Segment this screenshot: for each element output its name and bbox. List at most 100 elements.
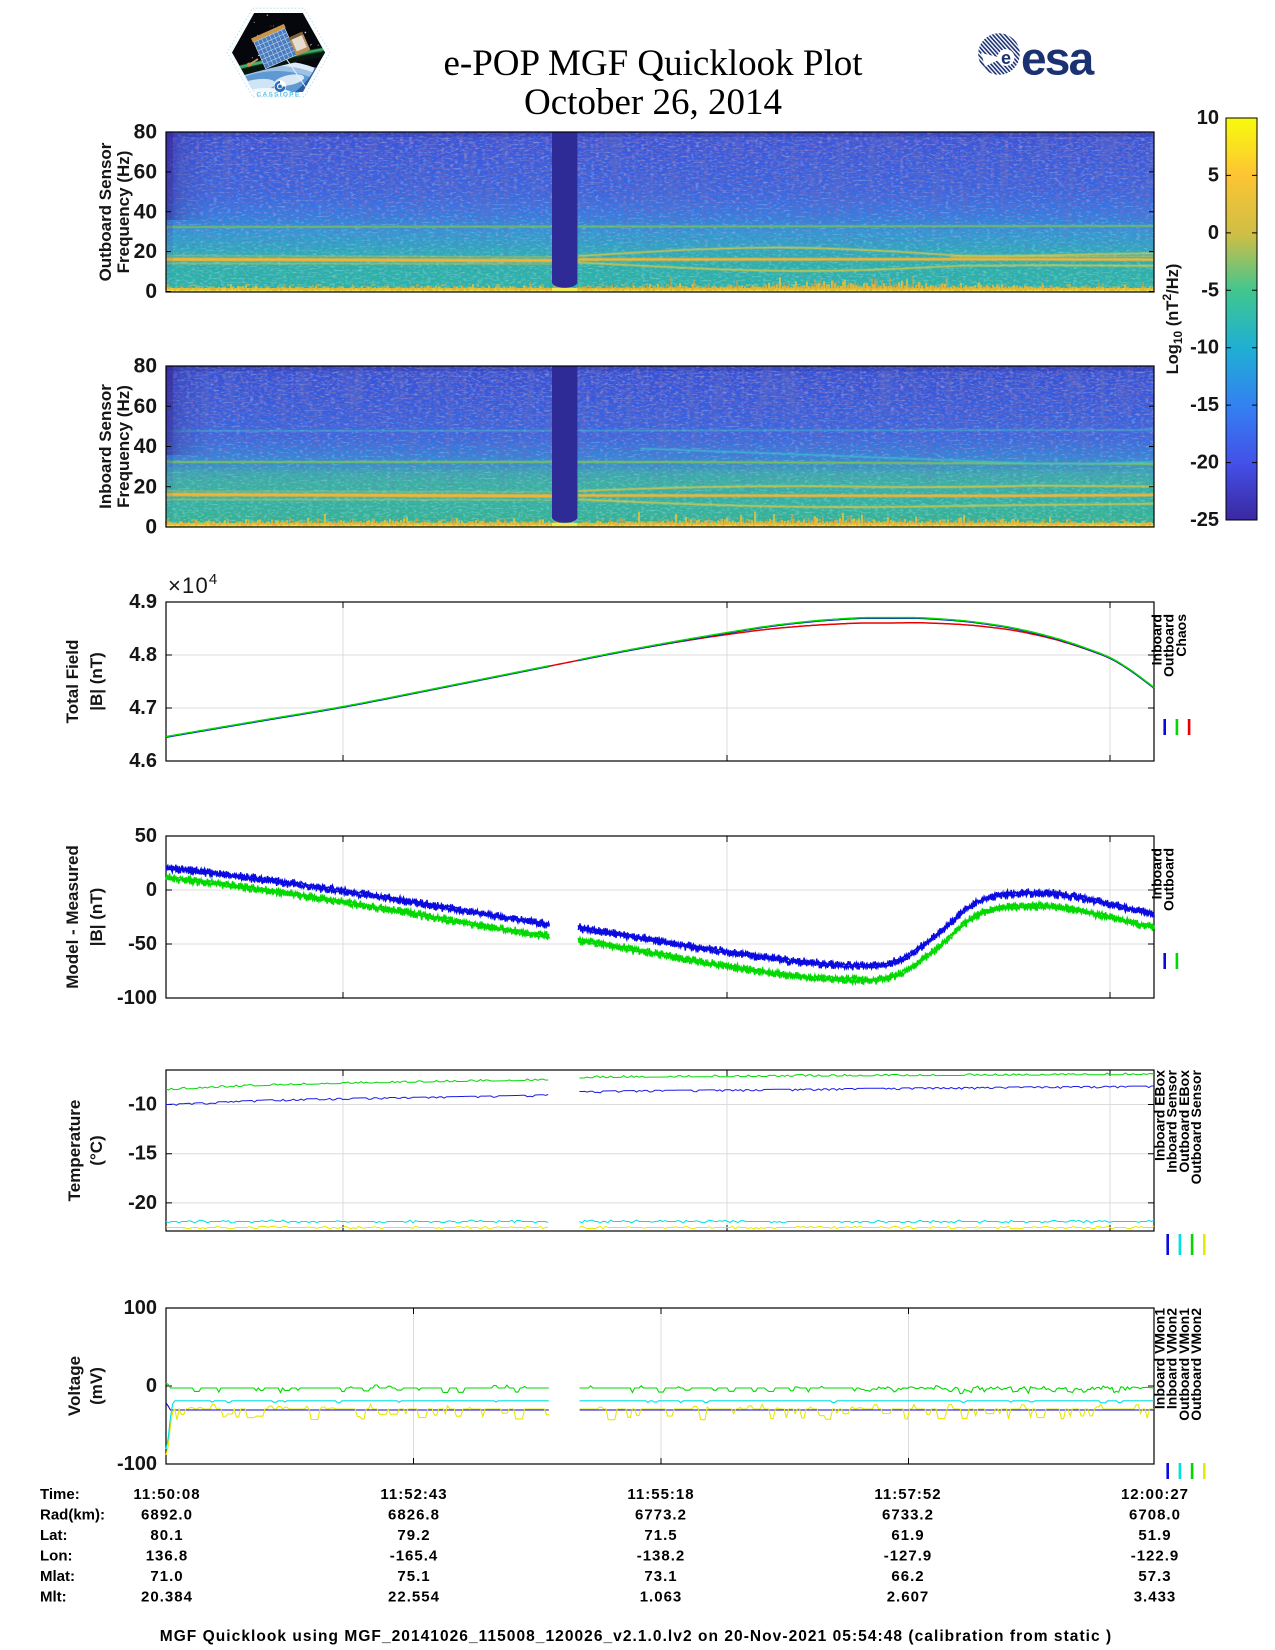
- svg-text:136.8: 136.8: [146, 1548, 189, 1565]
- svg-text:Inboard: Inboard: [1149, 614, 1165, 665]
- svg-text:61.9: 61.9: [891, 1527, 924, 1544]
- svg-text:75.1: 75.1: [397, 1568, 430, 1585]
- svg-text:Log10 (nT2/Hz): Log10 (nT2/Hz): [1160, 264, 1185, 375]
- svg-text:-165.4: -165.4: [390, 1548, 439, 1565]
- svg-text:6733.2: 6733.2: [882, 1507, 934, 1524]
- svg-text:2.607: 2.607: [887, 1589, 930, 1606]
- svg-text:-15: -15: [1190, 394, 1219, 416]
- svg-text:-20: -20: [128, 1192, 157, 1214]
- svg-text:79.2: 79.2: [397, 1527, 430, 1544]
- svg-text:11:57:52: 11:57:52: [874, 1486, 941, 1503]
- svg-text:5: 5: [1208, 164, 1219, 186]
- svg-text:4.6: 4.6: [129, 750, 157, 772]
- svg-text:Frequency (Hz): Frequency (Hz): [114, 385, 133, 508]
- svg-text:0: 0: [145, 516, 157, 539]
- svg-text:4.7: 4.7: [129, 697, 157, 719]
- svg-text:6773.2: 6773.2: [635, 1507, 687, 1524]
- svg-text:0: 0: [146, 1375, 157, 1397]
- svg-text:Mlat:: Mlat:: [40, 1568, 75, 1585]
- svg-text:-122.9: -122.9: [1131, 1548, 1180, 1565]
- svg-text:Rad(km):: Rad(km):: [40, 1507, 105, 1524]
- svg-text:Outboard: Outboard: [1161, 614, 1177, 677]
- svg-text:6826.8: 6826.8: [388, 1507, 440, 1524]
- svg-text:0: 0: [145, 280, 157, 303]
- svg-text:0: 0: [146, 879, 157, 901]
- svg-text:60: 60: [134, 395, 157, 418]
- svg-text:Time:: Time:: [40, 1486, 80, 1503]
- svg-text:Outboard Sensor: Outboard Sensor: [1188, 1069, 1204, 1184]
- svg-text:Inboard Sensor: Inboard Sensor: [1164, 1069, 1180, 1172]
- svg-text:Inboard Sensor: Inboard Sensor: [96, 384, 115, 509]
- svg-text:51.9: 51.9: [1138, 1527, 1171, 1544]
- svg-text:Temperature: Temperature: [65, 1100, 84, 1202]
- svg-text:-20: -20: [1190, 452, 1219, 474]
- svg-text:71.0: 71.0: [150, 1568, 183, 1585]
- svg-text:40: 40: [134, 435, 157, 458]
- svg-text:80: 80: [134, 121, 157, 144]
- svg-text:6708.0: 6708.0: [1129, 1507, 1181, 1524]
- svg-text:-15: -15: [128, 1143, 157, 1165]
- svg-text:11:55:18: 11:55:18: [627, 1486, 694, 1503]
- svg-text:66.2: 66.2: [891, 1568, 924, 1585]
- svg-text:1.063: 1.063: [640, 1589, 683, 1606]
- svg-text:11:50:08: 11:50:08: [133, 1486, 200, 1503]
- svg-text:Lat:: Lat:: [40, 1527, 68, 1544]
- svg-text:Outboard Sensor: Outboard Sensor: [96, 142, 115, 281]
- svg-text:4.8: 4.8: [129, 644, 157, 666]
- svg-text:Mlt:: Mlt:: [40, 1589, 67, 1606]
- svg-text:Voltage: Voltage: [65, 1356, 84, 1416]
- svg-text:Outboard: Outboard: [1161, 848, 1177, 911]
- svg-text:October 26, 2014: October 26, 2014: [524, 82, 782, 123]
- svg-text:20: 20: [134, 475, 157, 498]
- svg-text:-25: -25: [1190, 509, 1219, 531]
- svg-text:12:00:27: 12:00:27: [1121, 1486, 1189, 1503]
- svg-text:Chaos: Chaos: [1173, 614, 1189, 657]
- svg-text:71.5: 71.5: [644, 1527, 677, 1544]
- svg-text:-100: -100: [117, 987, 157, 1009]
- svg-text:11:52:43: 11:52:43: [380, 1486, 447, 1503]
- svg-text:-10: -10: [128, 1094, 157, 1116]
- svg-text:80.1: 80.1: [150, 1527, 183, 1544]
- svg-text:Lon:: Lon:: [40, 1548, 72, 1565]
- svg-text:Outboard VMon1: Outboard VMon1: [1176, 1308, 1192, 1421]
- svg-text:-127.9: -127.9: [884, 1548, 933, 1565]
- svg-text:Model - Measured: Model - Measured: [63, 845, 82, 989]
- svg-text:Outboard VMon2: Outboard VMon2: [1188, 1308, 1204, 1421]
- svg-text:MGF Quicklook using MGF_201410: MGF Quicklook using MGF_20141026_115008_…: [160, 1628, 1113, 1645]
- svg-text:Outboard EBox: Outboard EBox: [1176, 1070, 1192, 1173]
- svg-text:(mV): (mV): [87, 1367, 106, 1405]
- svg-text:22.554: 22.554: [388, 1589, 440, 1606]
- svg-text:Inboard VMon1: Inboard VMon1: [1152, 1308, 1168, 1409]
- svg-text:100: 100: [124, 1297, 157, 1319]
- svg-text:4.9: 4.9: [129, 591, 157, 613]
- svg-text:20.384: 20.384: [141, 1589, 193, 1606]
- svg-text:57.3: 57.3: [1138, 1568, 1171, 1585]
- svg-text:|B| (nT): |B| (nT): [87, 888, 106, 947]
- svg-text:-5: -5: [1201, 279, 1219, 301]
- svg-text:Inboard EBox: Inboard EBox: [1152, 1070, 1168, 1161]
- svg-text:-50: -50: [128, 933, 157, 955]
- svg-text:20: 20: [134, 240, 157, 263]
- svg-text:-100: -100: [117, 1453, 157, 1475]
- svg-text:CASSIOPE: CASSIOPE: [257, 92, 301, 99]
- svg-text:73.1: 73.1: [644, 1568, 677, 1585]
- svg-text:50: 50: [135, 825, 157, 847]
- svg-text:6892.0: 6892.0: [141, 1507, 193, 1524]
- svg-text:Total Field: Total Field: [63, 640, 82, 724]
- svg-text:-138.2: -138.2: [637, 1548, 686, 1565]
- svg-text:40: 40: [134, 200, 157, 223]
- svg-text:80: 80: [134, 355, 157, 378]
- svg-text:|B| (nT): |B| (nT): [87, 652, 106, 711]
- svg-text:Inboard: Inboard: [1149, 848, 1165, 899]
- svg-text:-10: -10: [1190, 337, 1219, 359]
- svg-text:60: 60: [134, 160, 157, 183]
- svg-text:Frequency (Hz): Frequency (Hz): [114, 151, 133, 274]
- svg-text:Inboard VMon2: Inboard VMon2: [1164, 1308, 1180, 1409]
- svg-text:e-POP MGF Quicklook Plot: e-POP MGF Quicklook Plot: [443, 43, 863, 84]
- svg-text:esa: esa: [1021, 33, 1095, 85]
- svg-text:3.433: 3.433: [1134, 1589, 1177, 1606]
- svg-text:(°C): (°C): [87, 1135, 106, 1165]
- svg-text:10: 10: [1197, 107, 1219, 129]
- svg-text:e: e: [1001, 48, 1011, 68]
- svg-text:0: 0: [1208, 222, 1219, 244]
